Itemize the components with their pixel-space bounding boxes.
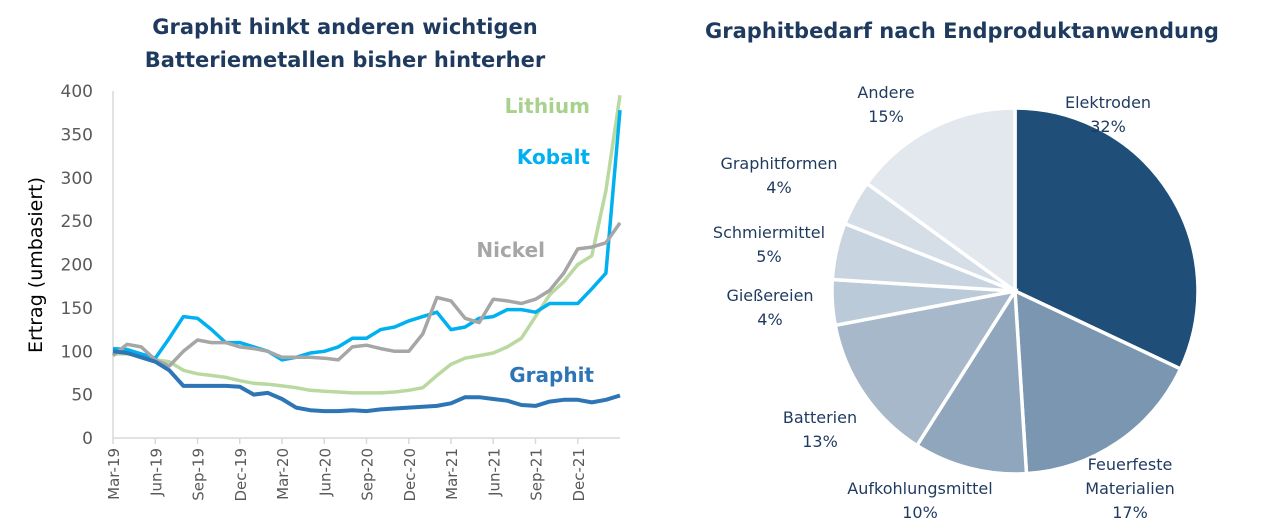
pie-label: Andere bbox=[857, 83, 914, 102]
x-tick-label: Jun-21 bbox=[485, 448, 503, 497]
y-tick-label: 350 bbox=[61, 125, 93, 145]
pie-slice bbox=[1013, 288, 1183, 476]
pie-percent-label: 17% bbox=[1112, 503, 1148, 522]
pie-label: Elektroden bbox=[1065, 93, 1151, 112]
series-line-nickel bbox=[111, 221, 622, 368]
y-tick-label: 200 bbox=[61, 256, 93, 276]
y-tick-label: 150 bbox=[61, 299, 93, 319]
series-label-graphit: Graphit bbox=[509, 363, 594, 387]
pie-label: Materialien bbox=[1085, 479, 1174, 498]
x-tick-label: Dec-20 bbox=[401, 448, 419, 502]
x-tick-label: Sep-21 bbox=[528, 448, 546, 501]
pie-percent-label: 15% bbox=[868, 107, 904, 126]
x-tick-label: Mar-19 bbox=[105, 448, 123, 500]
pie-percent-label: 13% bbox=[802, 432, 838, 451]
line-chart-title-line-2: Batteriemetallen bisher hinterher bbox=[145, 48, 546, 72]
line-chart-title-line-1: Graphit hinkt anderen wichtigen bbox=[152, 15, 537, 39]
line-chart: Graphit hinkt anderen wichtigen Batterie… bbox=[25, 15, 622, 502]
pie-chart: Graphitbedarf nach Endproduktanwendung E… bbox=[705, 19, 1219, 522]
pie-percent-label: 4% bbox=[757, 310, 782, 329]
y-tick-label: 250 bbox=[61, 212, 93, 232]
y-tick-label: 100 bbox=[61, 342, 93, 362]
pie-percent-label: 4% bbox=[766, 178, 791, 197]
series-line-kobalt bbox=[112, 109, 622, 362]
pie-slice bbox=[914, 285, 1029, 476]
x-tick-label: Dec-21 bbox=[570, 448, 588, 502]
pie-label: Aufkohlungsmittel bbox=[847, 479, 992, 498]
pie-label: Feuerfeste bbox=[1088, 455, 1173, 474]
series-label-nickel: Nickel bbox=[476, 238, 545, 262]
pie-label: Graphitformen bbox=[720, 154, 837, 173]
pie-percent-label: 5% bbox=[756, 247, 781, 266]
y-tick-label: 400 bbox=[61, 82, 93, 102]
series-label-lithium: Lithium bbox=[505, 94, 590, 118]
pie-slice bbox=[833, 288, 1019, 448]
x-tick-label: Sep-19 bbox=[190, 448, 208, 501]
series-line-graphit bbox=[112, 349, 621, 414]
x-tick-label: Mar-21 bbox=[443, 448, 461, 500]
series-line-lithium bbox=[113, 95, 622, 395]
x-tick-label: Jun-20 bbox=[316, 448, 334, 497]
series-label-kobalt: Kobalt bbox=[517, 145, 591, 169]
pie-chart-title: Graphitbedarf nach Endproduktanwendung bbox=[705, 19, 1219, 43]
pie-slice bbox=[864, 106, 1017, 295]
pie-label: Gießereien bbox=[726, 286, 813, 305]
pie-slice bbox=[1013, 106, 1200, 372]
x-tick-label: Mar-20 bbox=[274, 448, 292, 500]
y-tick-label: 50 bbox=[71, 386, 93, 406]
x-tick-label: Dec-19 bbox=[232, 448, 250, 502]
x-tick-label: Jun-19 bbox=[147, 448, 165, 497]
pie-label: Batterien bbox=[783, 408, 857, 427]
pie-percent-label: 32% bbox=[1090, 117, 1126, 136]
y-tick-label: 0 bbox=[82, 429, 93, 449]
x-tick-label: Sep-20 bbox=[359, 448, 377, 501]
y-tick-label: 300 bbox=[61, 169, 93, 189]
pie-label: Schmiermittel bbox=[713, 223, 825, 242]
y-axis-label: Ertrag (umbasiert) bbox=[25, 177, 47, 353]
pie-percent-label: 10% bbox=[902, 503, 938, 522]
